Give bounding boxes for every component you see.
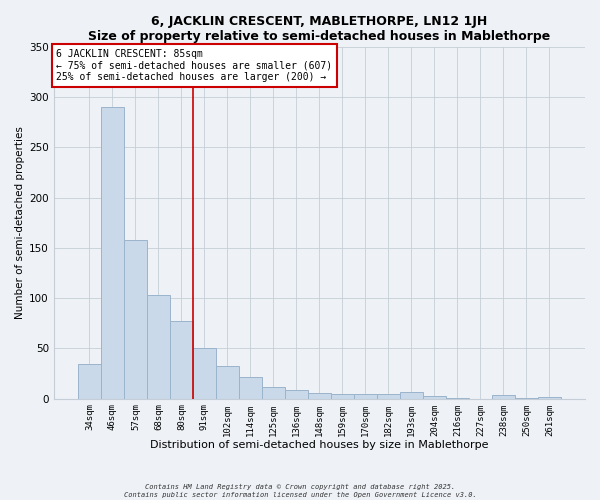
Bar bbox=[285, 390, 308, 398]
Text: Contains HM Land Registry data © Crown copyright and database right 2025.
Contai: Contains HM Land Registry data © Crown c… bbox=[124, 484, 476, 498]
Bar bbox=[170, 322, 193, 398]
Bar bbox=[216, 366, 239, 398]
Bar bbox=[331, 394, 354, 398]
Bar bbox=[78, 364, 101, 398]
Bar bbox=[400, 392, 423, 398]
Y-axis label: Number of semi-detached properties: Number of semi-detached properties bbox=[15, 126, 25, 320]
Bar bbox=[101, 107, 124, 399]
Bar bbox=[538, 396, 561, 398]
Bar bbox=[492, 394, 515, 398]
Bar bbox=[308, 392, 331, 398]
Bar bbox=[193, 348, 216, 399]
Bar bbox=[262, 386, 285, 398]
Bar bbox=[124, 240, 147, 398]
X-axis label: Distribution of semi-detached houses by size in Mablethorpe: Distribution of semi-detached houses by … bbox=[150, 440, 488, 450]
Bar bbox=[147, 295, 170, 399]
Text: 6 JACKLIN CRESCENT: 85sqm
← 75% of semi-detached houses are smaller (607)
25% of: 6 JACKLIN CRESCENT: 85sqm ← 75% of semi-… bbox=[56, 48, 332, 82]
Bar bbox=[239, 376, 262, 398]
Title: 6, JACKLIN CRESCENT, MABLETHORPE, LN12 1JH
Size of property relative to semi-det: 6, JACKLIN CRESCENT, MABLETHORPE, LN12 1… bbox=[88, 15, 551, 43]
Bar bbox=[377, 394, 400, 398]
Bar bbox=[354, 394, 377, 398]
Bar bbox=[423, 396, 446, 398]
